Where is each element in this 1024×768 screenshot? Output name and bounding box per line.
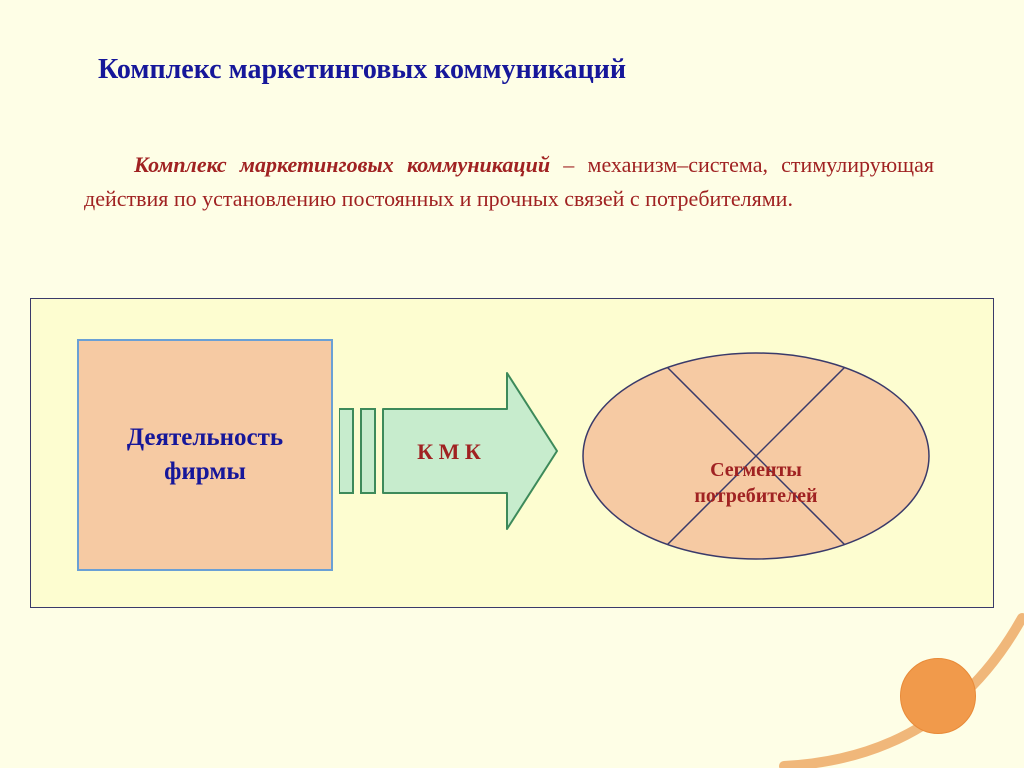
arrow-label: К М К: [339, 439, 559, 465]
diagram-panel: Деятельность фирмы К М К Сегменты потреб…: [30, 298, 994, 608]
definition-term: Комплекс маркетинговых коммуникаций: [134, 152, 550, 177]
arrow: К М К: [339, 371, 559, 531]
corner-circle-icon: [900, 658, 976, 734]
activity-box-line2: фирмы: [164, 458, 246, 485]
activity-box-label: Деятельность фирмы: [127, 421, 283, 489]
activity-box-line1: Деятельность: [127, 424, 283, 451]
definition-text: Комплекс маркетинговых коммуникаций – ме…: [84, 148, 934, 216]
activity-box: Деятельность фирмы: [77, 339, 333, 571]
ellipse-label-line2: потребителей: [694, 485, 817, 507]
corner-arc: [764, 588, 1024, 768]
ellipse-svg: [581, 351, 931, 561]
ellipse-label-line1: Сегменты: [710, 459, 802, 481]
slide: Комплекс маркетинговых коммуникаций Комп…: [0, 0, 1024, 768]
page-title: Комплекс маркетинговых коммуникаций: [98, 54, 626, 86]
segments-ellipse: Сегменты потребителей: [581, 351, 931, 561]
ellipse-label: Сегменты потребителей: [581, 457, 931, 509]
